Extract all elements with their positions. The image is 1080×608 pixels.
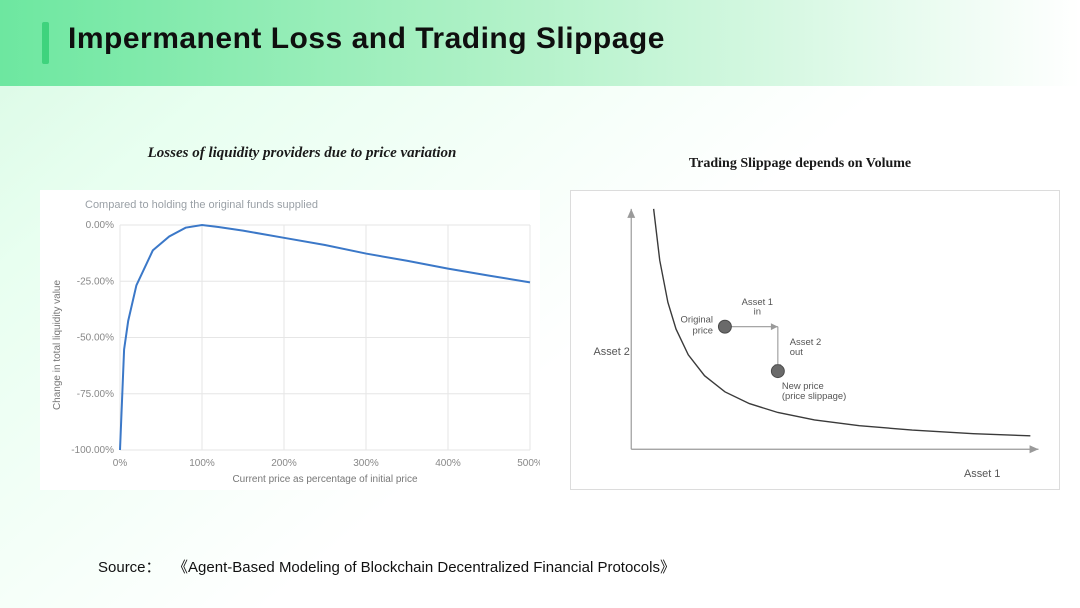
source-citation: 《Agent-Based Modeling of Blockchain Dece…: [173, 559, 675, 576]
right-chart: Asset 2 Asset 1 OriginalpriceAsset 1inAs…: [570, 190, 1060, 490]
left-chart: Compared to holding the original funds s…: [40, 190, 540, 490]
left-grid: [120, 225, 530, 450]
svg-text:in: in: [754, 306, 761, 317]
left-chart-subtitle: Compared to holding the original funds s…: [85, 199, 318, 211]
svg-text:100%: 100%: [189, 458, 215, 469]
x-axis-label: Asset 1: [964, 468, 1000, 480]
svg-text:0%: 0%: [113, 458, 128, 469]
svg-text:500%: 500%: [517, 458, 540, 469]
slippage-diagram: Asset 2 Asset 1 OriginalpriceAsset 1inAs…: [571, 191, 1059, 489]
svg-text:-75.00%: -75.00%: [77, 389, 114, 400]
page-title: Impermanent Loss and Trading Slippage: [68, 22, 665, 56]
left-xticks: 0% 100% 200% 300% 400% 500%: [113, 458, 540, 469]
y-axis-title: Change in total liquidity value: [52, 280, 63, 411]
left-chart-title: Losses of liquidity providers due to pri…: [82, 145, 522, 162]
svg-text:200%: 200%: [271, 458, 297, 469]
svg-text:400%: 400%: [435, 458, 461, 469]
svg-text:out: out: [790, 346, 803, 357]
svg-text:-100.00%: -100.00%: [71, 445, 114, 456]
y-axis-label: Asset 2: [593, 346, 629, 358]
connectors: [725, 323, 781, 371]
accent-bar: [42, 22, 49, 64]
svg-text:0.00%: 0.00%: [86, 220, 114, 231]
right-chart-title: Trading Slippage depends on Volume: [580, 156, 1020, 172]
slide: Impermanent Loss and Trading Slippage Lo…: [0, 0, 1080, 608]
svg-text:Original: Original: [681, 314, 713, 325]
impermanent-loss-chart: Compared to holding the original funds s…: [40, 190, 540, 490]
header-band: Impermanent Loss and Trading Slippage: [0, 0, 1080, 86]
source-line: Source： 《Agent-Based Modeling of Blockch…: [98, 556, 675, 577]
annotations: OriginalpriceAsset 1inAsset 2outNew pric…: [681, 296, 847, 401]
svg-text:price: price: [693, 325, 713, 336]
svg-text:-25.00%: -25.00%: [77, 276, 114, 287]
source-label: Source：: [98, 559, 161, 576]
markers: [718, 320, 784, 377]
svg-text:(price slippage): (price slippage): [782, 390, 846, 401]
svg-text:300%: 300%: [353, 458, 379, 469]
left-yticks: 0.00% -25.00% -50.00% -75.00% -100.00%: [71, 220, 114, 456]
axes: [627, 209, 1038, 453]
x-axis-title: Current price as percentage of initial p…: [232, 474, 418, 485]
svg-text:-50.00%: -50.00%: [77, 333, 114, 344]
